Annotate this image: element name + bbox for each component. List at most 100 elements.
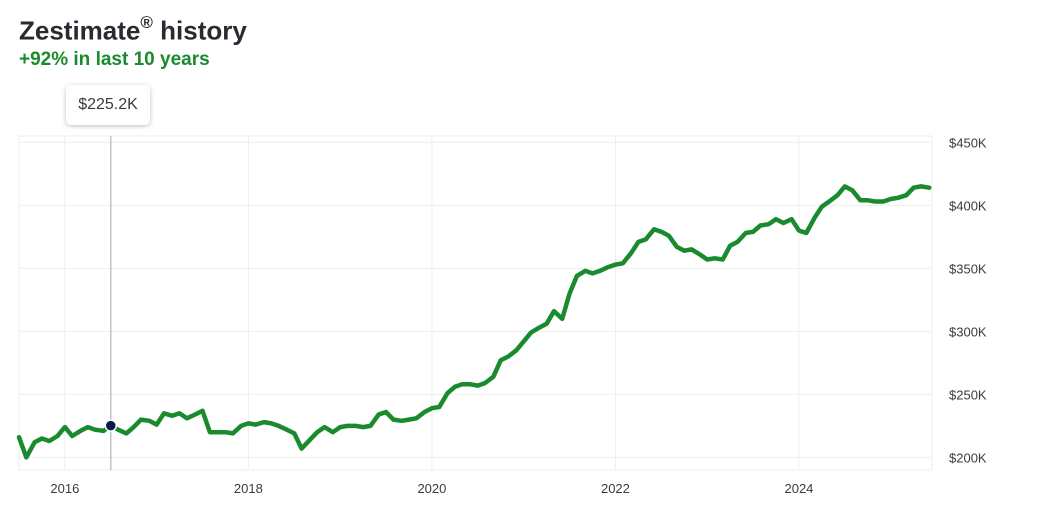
series-point [667,234,671,238]
chart-header: Zestimate® history +92% in last 10 years [19,8,247,72]
series-point [721,258,725,262]
series-point [400,419,404,423]
series-point [568,292,572,296]
series-point [575,274,579,278]
series-point [223,430,227,434]
series-point [254,423,258,427]
series-point [728,244,732,248]
grid [18,135,933,471]
title-text: Zestimate [19,15,141,46]
series-point [491,375,495,379]
series-point [652,227,656,231]
series-point [315,430,319,434]
series-point [24,455,28,459]
series-point [239,424,243,428]
y-tick-label: $300K [949,324,987,339]
series-point [147,419,151,423]
series-point [116,428,120,432]
series-point [820,205,824,209]
series-point [629,251,633,255]
series-point [292,431,296,435]
series-point [47,439,51,443]
series-point [361,425,365,429]
tooltip-value: $225.2K [78,96,138,113]
series-point [881,200,885,204]
y-tick-label: $250K [949,387,987,402]
series-point [63,425,67,429]
series-point [774,217,778,221]
series-point [560,317,564,321]
series-point [598,269,602,273]
series-point [522,339,526,343]
series-point [17,435,21,439]
x-tick-label: 2024 [784,481,813,496]
series-point [345,424,349,428]
y-tick-label: $400K [949,198,987,213]
series-point [391,418,395,422]
series-point [606,265,610,269]
series-point [338,425,342,429]
series-point [659,230,663,234]
series-point [285,428,289,432]
y-axis-ticks: $200K $250K $300K $350K $400K $450K [949,135,987,465]
series-point [744,231,748,235]
series-point [185,416,189,420]
series-point [583,269,587,273]
series-point [93,428,97,432]
series-point [216,430,220,434]
series-point [590,271,594,275]
series-point [162,411,166,415]
series-point [835,193,839,197]
series-point [155,423,159,427]
series-point [453,385,457,389]
zestimate-series-line [16,184,932,460]
series-point [767,222,771,226]
series-point [537,326,541,330]
y-tick-label: $200K [949,450,987,465]
series-point [423,410,427,414]
series-point [70,434,74,438]
series-point [269,421,273,425]
series-point [323,425,327,429]
series-point [751,230,755,234]
series-point [101,429,105,433]
value-tooltip: $225.2K [66,85,150,125]
series-point [331,430,335,434]
registered-mark: ® [140,13,153,32]
series-point [675,245,679,249]
series-point [858,198,862,202]
series-point [873,200,877,204]
series-point [262,420,266,424]
series-point [735,240,739,244]
series-point [437,405,441,409]
series-point [690,247,694,251]
series-point [368,424,372,428]
chart-subtitle: +92% in last 10 years [19,48,210,70]
series-point [476,384,480,388]
x-tick-label: 2016 [50,481,79,496]
series-point [790,217,794,221]
series-point [300,447,304,451]
series-point [384,410,388,414]
series-point [40,436,44,440]
series-point [850,188,854,192]
series-point [86,425,90,429]
series-point [460,382,464,386]
series-point [552,309,556,313]
series-point [636,240,640,244]
series-point [407,418,411,422]
series-point [827,200,831,204]
series-point [713,256,717,260]
x-tick-label: 2018 [234,481,263,496]
series-point [277,424,281,428]
series-point [430,406,434,410]
series-point [308,438,312,442]
series-point [514,348,518,352]
series-point [545,322,549,326]
series-point [178,411,182,415]
series-point [919,184,923,188]
series-point [843,184,847,188]
series-point [644,237,648,241]
y-tick-label: $350K [949,261,987,276]
